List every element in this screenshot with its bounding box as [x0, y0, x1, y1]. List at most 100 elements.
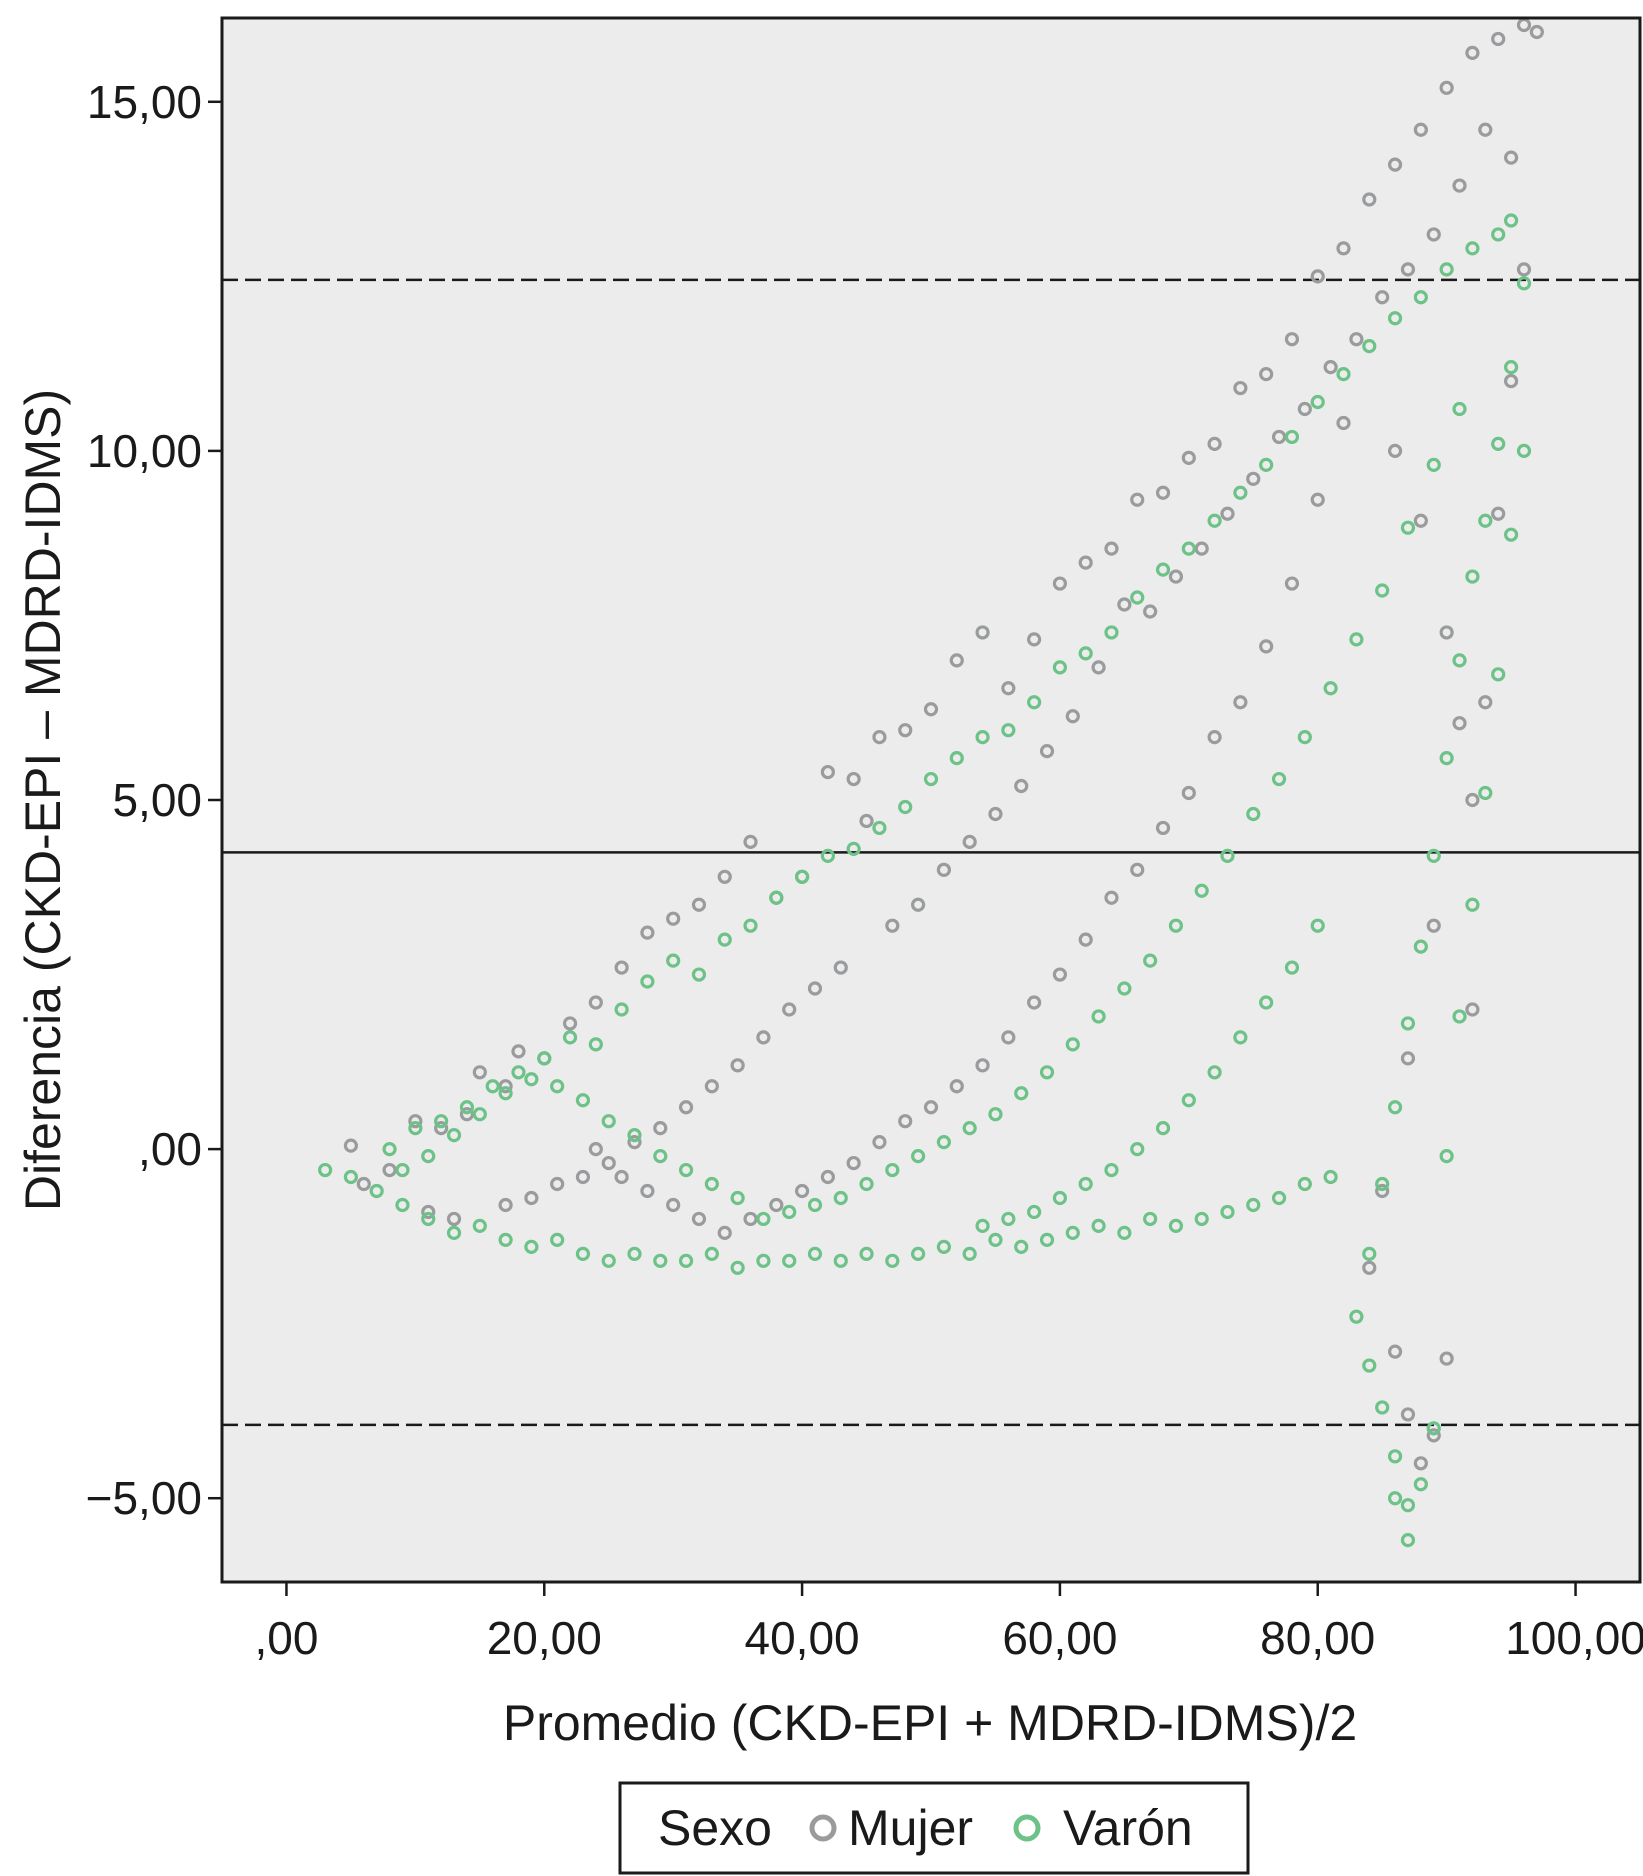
point-varon-105 — [1413, 1477, 1428, 1492]
point-varon-120 — [1297, 730, 1312, 745]
point-varon-39 — [1323, 1169, 1338, 1185]
point-varon-45 — [511, 1065, 526, 1080]
point-mujer-72 — [911, 897, 926, 912]
point-mujer-131 — [794, 1183, 810, 1199]
point-mujer-108 — [1516, 262, 1532, 277]
point-varon-117 — [1375, 583, 1390, 598]
point-varon-31 — [1117, 1225, 1132, 1240]
point-mujer-84 — [575, 1169, 591, 1185]
point-mujer-23 — [872, 730, 887, 745]
point-mujer-8 — [511, 1044, 526, 1059]
point-varon-125 — [1168, 918, 1184, 933]
point-mujer-63 — [1168, 569, 1184, 584]
point-mujer-102 — [1426, 1428, 1441, 1443]
point-mujer-89 — [421, 1204, 436, 1220]
point-mujer-6 — [472, 1065, 487, 1080]
legend: Sexo Mujer Varón — [618, 1781, 1250, 1875]
legend-title: Sexo — [658, 1800, 772, 1856]
x-tick-label-5: 100,00 — [1505, 1612, 1643, 1664]
point-mujer-59 — [1271, 429, 1287, 445]
point-varon-140 — [782, 1204, 797, 1220]
point-varon-163 — [1130, 1142, 1145, 1157]
x-tick-label-4: 80,00 — [1260, 1612, 1375, 1664]
point-mujer-99 — [1387, 1344, 1403, 1359]
point-varon-90 — [1452, 653, 1467, 668]
point-varon-123 — [1220, 848, 1235, 863]
point-varon-162 — [1155, 1121, 1171, 1136]
point-varon-136 — [885, 1162, 900, 1178]
point-mujer-82 — [627, 1135, 642, 1150]
point-varon-157 — [1284, 960, 1300, 975]
point-varon-9 — [550, 1232, 565, 1247]
point-mujer-97 — [1375, 1183, 1390, 1199]
point-varon-67 — [1078, 646, 1093, 661]
point-varon-153 — [446, 1128, 462, 1143]
point-varon-122 — [1246, 806, 1261, 822]
point-varon-144 — [678, 1162, 694, 1178]
point-varon-155 — [395, 1162, 410, 1178]
point-varon-138 — [833, 1190, 848, 1206]
point-varon-3 — [395, 1197, 410, 1213]
point-mujer-65 — [1091, 660, 1106, 675]
point-mujer-117 — [1155, 820, 1171, 836]
point-varon-96 — [1375, 1176, 1390, 1192]
point-mujer-1 — [356, 1176, 371, 1192]
point-varon-159 — [1233, 1030, 1248, 1045]
point-mujer-122 — [1027, 995, 1042, 1010]
point-varon-76 — [1310, 394, 1325, 410]
point-mujer-81 — [653, 1121, 668, 1136]
point-varon-75 — [1284, 429, 1300, 445]
point-mujer-139 — [588, 1142, 603, 1157]
point-varon-113 — [1516, 443, 1532, 458]
point-varon-55 — [769, 890, 784, 905]
point-varon-156 — [1310, 918, 1325, 933]
point-mujer-39 — [1259, 366, 1274, 382]
point-varon-44 — [485, 1079, 500, 1094]
point-mujer-71 — [936, 862, 951, 877]
point-varon-101 — [1387, 1449, 1403, 1464]
x-tick-label-0: ,00 — [254, 1612, 318, 1664]
point-mujer-133 — [743, 1211, 758, 1227]
point-varon-18 — [782, 1253, 797, 1268]
point-mujer-92 — [1439, 625, 1454, 640]
point-varon-13 — [653, 1253, 668, 1268]
point-varon-32 — [1143, 1211, 1158, 1227]
point-varon-126 — [1143, 953, 1158, 968]
point-mujer-80 — [678, 1100, 694, 1115]
point-varon-63 — [975, 730, 990, 745]
point-mujer-46 — [1439, 80, 1454, 95]
legend-box — [618, 1781, 1250, 1875]
point-mujer-31 — [1078, 555, 1093, 570]
point-varon-95 — [1387, 1100, 1403, 1115]
point-varon-14 — [678, 1253, 694, 1268]
point-mujer-110 — [1336, 415, 1351, 431]
point-varon-22 — [885, 1253, 900, 1268]
point-mujer-93 — [1465, 792, 1480, 808]
point-varon-131 — [1014, 1086, 1029, 1101]
point-mujer-56 — [1349, 332, 1364, 347]
point-varon-27 — [1014, 1239, 1029, 1254]
point-varon-88 — [1478, 513, 1493, 528]
point-mujer-14 — [666, 911, 681, 926]
point-mujer-50 — [1529, 24, 1544, 40]
point-mujer-28 — [1001, 681, 1016, 696]
legend-label-varon: Varón — [1063, 1800, 1193, 1856]
point-varon-40 — [382, 1142, 397, 1157]
point-varon-116 — [1400, 520, 1416, 535]
point-mujer-132 — [769, 1197, 784, 1213]
point-mujer-77 — [756, 1030, 771, 1045]
point-mujer-2 — [382, 1162, 397, 1178]
point-varon-110 — [1478, 785, 1493, 801]
point-varon-11 — [601, 1253, 616, 1268]
point-mujer-17 — [743, 834, 758, 849]
point-varon-42 — [434, 1114, 449, 1129]
point-varon-34 — [1194, 1211, 1209, 1227]
point-varon-143 — [704, 1176, 719, 1192]
point-varon-134 — [936, 1135, 951, 1150]
point-varon-48 — [588, 1037, 603, 1052]
point-mujer-54 — [1400, 262, 1416, 277]
point-varon-158 — [1259, 995, 1274, 1010]
point-varon-148 — [575, 1093, 591, 1108]
point-mujer-107 — [1503, 373, 1519, 389]
